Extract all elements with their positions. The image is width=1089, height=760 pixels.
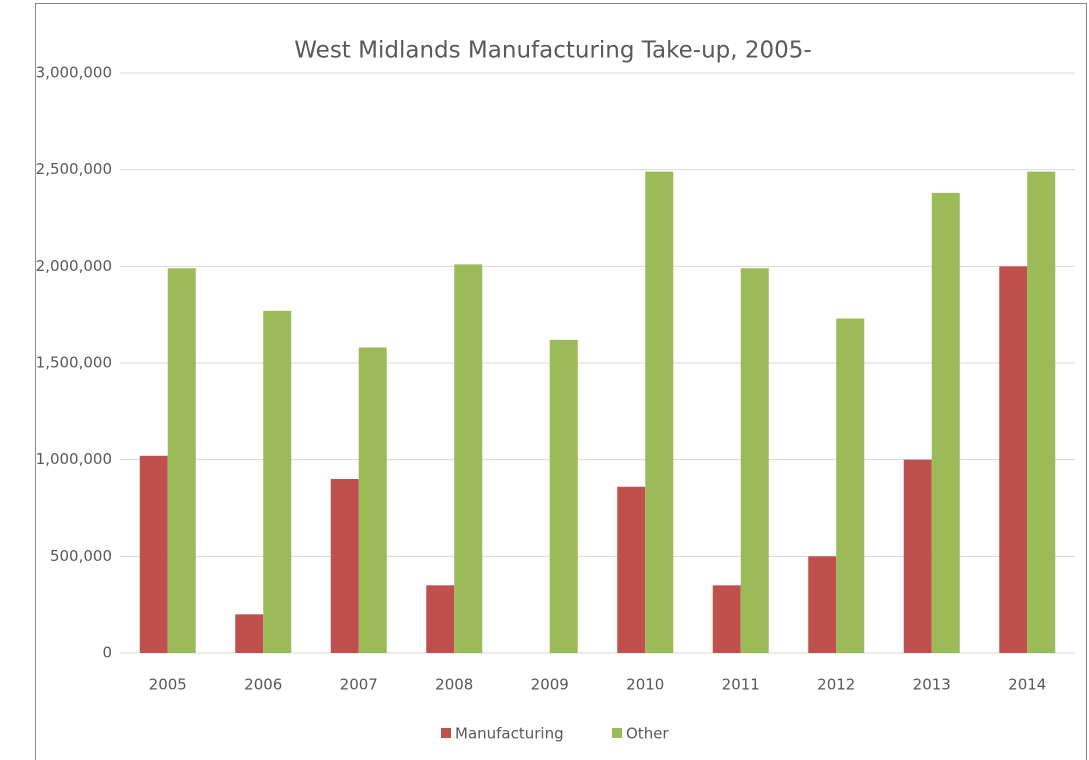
x-tick-label: 2012 (817, 676, 855, 694)
bar (836, 318, 865, 653)
y-tick-label: 2,500,000 (36, 160, 112, 178)
bar (426, 585, 455, 653)
y-tick-label: 3,000,000 (36, 64, 112, 82)
bar (808, 556, 837, 653)
x-tick-label: 2007 (340, 676, 378, 694)
bar (235, 614, 264, 653)
bar (740, 268, 769, 653)
x-tick-label: 2014 (1008, 676, 1046, 694)
x-tick-label: 2011 (722, 676, 760, 694)
bar (454, 264, 483, 653)
y-tick-label: 2,000,000 (36, 257, 112, 275)
x-tick-label: 2010 (626, 676, 664, 694)
legend-swatch (441, 728, 451, 738)
bar (358, 347, 387, 653)
bar (645, 171, 674, 653)
x-tick-label: 2006 (244, 676, 282, 694)
bar (263, 310, 292, 653)
bar (549, 339, 578, 653)
bar (617, 486, 646, 653)
x-tick-label: 2009 (531, 676, 569, 694)
bar (330, 479, 359, 653)
chart-title: West Midlands Manufacturing Take-up, 200… (294, 38, 811, 64)
x-tick-label: 2005 (149, 676, 187, 694)
y-tick-label: 0 (102, 644, 112, 662)
bar (931, 192, 960, 653)
bar (999, 266, 1028, 653)
bar (903, 459, 932, 653)
legend-swatch (612, 728, 622, 738)
bar (167, 268, 196, 653)
x-tick-label: 2013 (913, 676, 951, 694)
y-tick-label: 500,000 (50, 547, 112, 565)
legend-label: Manufacturing (455, 725, 564, 743)
y-tick-label: 1,500,000 (36, 354, 112, 372)
bar (1027, 171, 1056, 653)
x-tick-label: 2008 (435, 676, 473, 694)
bar (712, 585, 741, 653)
bar (139, 455, 168, 653)
legend-label: Other (626, 725, 669, 743)
y-tick-label: 1,000,000 (36, 450, 112, 468)
